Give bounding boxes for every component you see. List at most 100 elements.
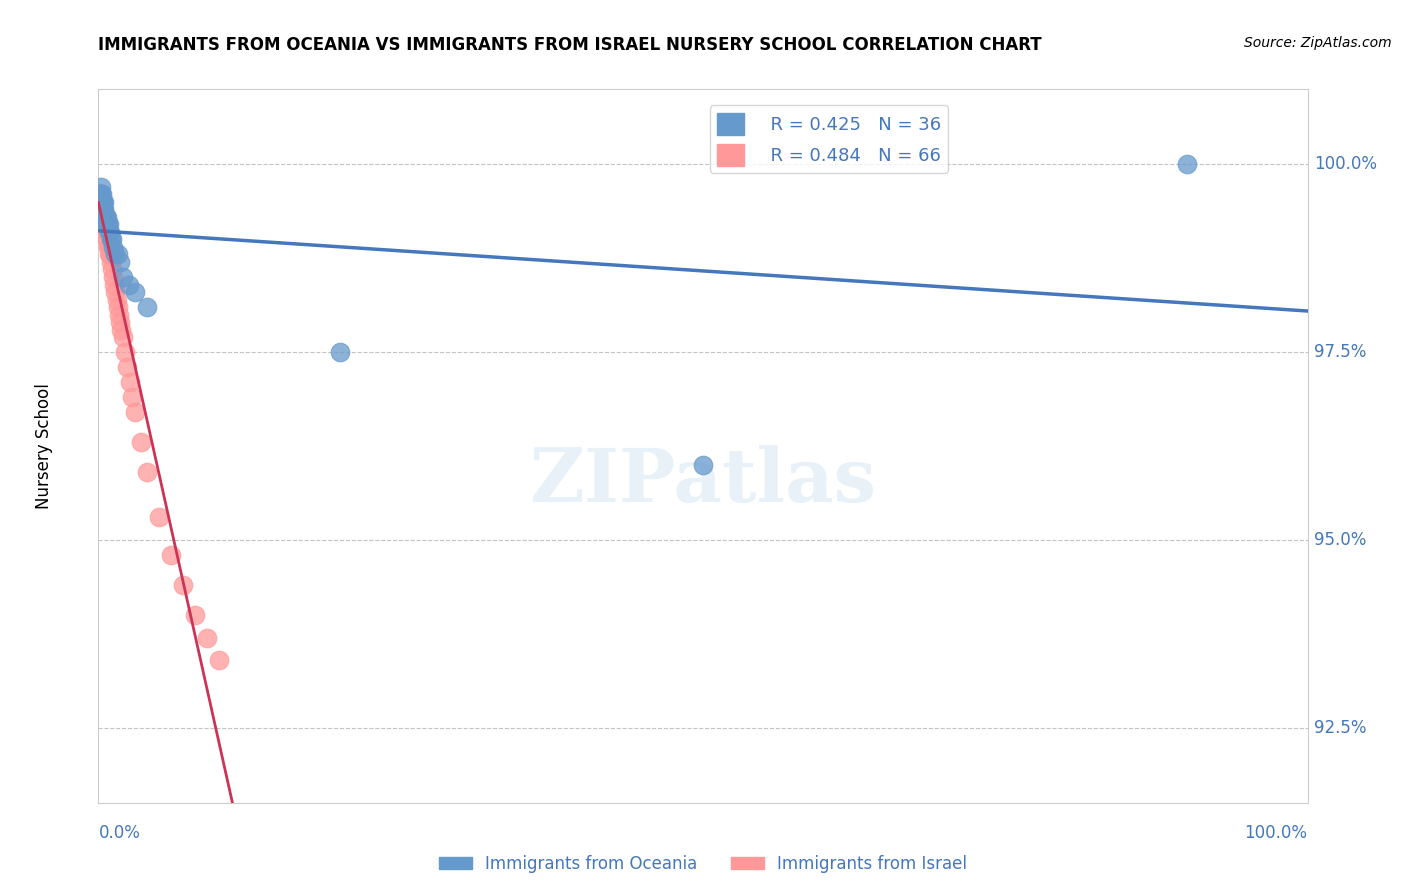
Point <box>94 218 117 232</box>
Point <box>94 218 117 232</box>
Point <box>100 262 122 277</box>
Point <box>91 194 114 209</box>
Point <box>329 345 352 359</box>
Point <box>100 255 122 269</box>
Point <box>160 548 183 562</box>
Point <box>105 293 128 307</box>
Text: 92.5%: 92.5% <box>1313 719 1367 737</box>
Point <box>89 194 111 209</box>
Text: IMMIGRANTS FROM OCEANIA VS IMMIGRANTS FROM ISRAEL NURSERY SCHOOL CORRELATION CHA: IMMIGRANTS FROM OCEANIA VS IMMIGRANTS FR… <box>98 36 1042 54</box>
Text: ZIPatlas: ZIPatlas <box>530 445 876 518</box>
Point <box>91 202 114 217</box>
Legend: Immigrants from Oceania, Immigrants from Israel: Immigrants from Oceania, Immigrants from… <box>432 848 974 880</box>
Point <box>90 179 112 194</box>
Point <box>94 218 117 232</box>
Point <box>89 194 111 209</box>
Text: 100.0%: 100.0% <box>1313 155 1376 173</box>
Point <box>91 202 114 217</box>
Point <box>114 345 136 359</box>
Point <box>90 194 112 209</box>
Point <box>89 194 111 209</box>
Point <box>96 210 118 224</box>
Point <box>90 194 112 209</box>
Point <box>94 225 117 239</box>
Point <box>93 210 115 224</box>
Point <box>89 194 111 209</box>
Point <box>111 270 134 285</box>
Point <box>89 187 111 202</box>
Point <box>100 232 122 246</box>
Point <box>91 194 114 209</box>
Point <box>89 187 111 202</box>
Point <box>124 285 146 299</box>
Point <box>96 225 118 239</box>
Point <box>135 465 157 479</box>
Point <box>107 247 129 261</box>
Point <box>94 210 117 224</box>
Point <box>90 202 112 217</box>
Point <box>129 435 152 450</box>
Point <box>96 232 118 246</box>
Point <box>96 218 118 232</box>
Text: 0.0%: 0.0% <box>98 824 141 842</box>
Point <box>1175 157 1198 171</box>
Point <box>117 360 139 375</box>
Point <box>148 510 170 524</box>
Point <box>184 607 207 622</box>
Point <box>208 653 231 667</box>
Point <box>89 187 111 202</box>
Point <box>121 390 143 404</box>
Point <box>90 194 112 209</box>
Point <box>93 194 115 209</box>
Point <box>89 194 111 209</box>
Point <box>89 187 111 202</box>
Point <box>100 232 122 246</box>
Text: 97.5%: 97.5% <box>1313 343 1367 361</box>
Point <box>93 202 115 217</box>
Point <box>108 315 131 329</box>
Point <box>111 330 134 344</box>
Point <box>104 247 127 261</box>
Point <box>96 218 118 232</box>
Point <box>103 277 125 292</box>
Point <box>90 187 112 202</box>
Point <box>90 187 112 202</box>
Point <box>172 578 194 592</box>
Point <box>98 247 121 261</box>
Point <box>97 240 120 254</box>
Text: Source: ZipAtlas.com: Source: ZipAtlas.com <box>1244 36 1392 50</box>
Point <box>94 210 117 224</box>
Point <box>93 210 115 224</box>
Point <box>87 187 110 202</box>
Text: 95.0%: 95.0% <box>1313 531 1367 549</box>
Point <box>90 194 112 209</box>
Point <box>98 218 121 232</box>
Point <box>118 375 141 389</box>
Text: 100.0%: 100.0% <box>1244 824 1308 842</box>
Point <box>89 194 111 209</box>
Point <box>98 225 121 239</box>
Point <box>93 210 115 224</box>
Point <box>91 202 114 217</box>
Point <box>104 285 127 299</box>
Point <box>135 300 157 314</box>
Point <box>94 218 117 232</box>
Text: Nursery School: Nursery School <box>35 383 53 509</box>
Point <box>195 631 218 645</box>
Legend:   R = 0.425   N = 36,   R = 0.484   N = 66: R = 0.425 N = 36, R = 0.484 N = 66 <box>710 105 948 173</box>
Point <box>97 240 120 254</box>
Point <box>90 194 112 209</box>
Point <box>89 194 111 209</box>
Point <box>90 194 112 209</box>
Point <box>97 225 120 239</box>
Point <box>89 194 111 209</box>
Point <box>89 194 111 209</box>
Point <box>110 322 132 336</box>
Point <box>692 458 714 472</box>
Point <box>91 202 114 217</box>
Point <box>108 308 131 322</box>
Point <box>93 210 115 224</box>
Point <box>91 187 114 202</box>
Point <box>89 187 111 202</box>
Point <box>93 218 115 232</box>
